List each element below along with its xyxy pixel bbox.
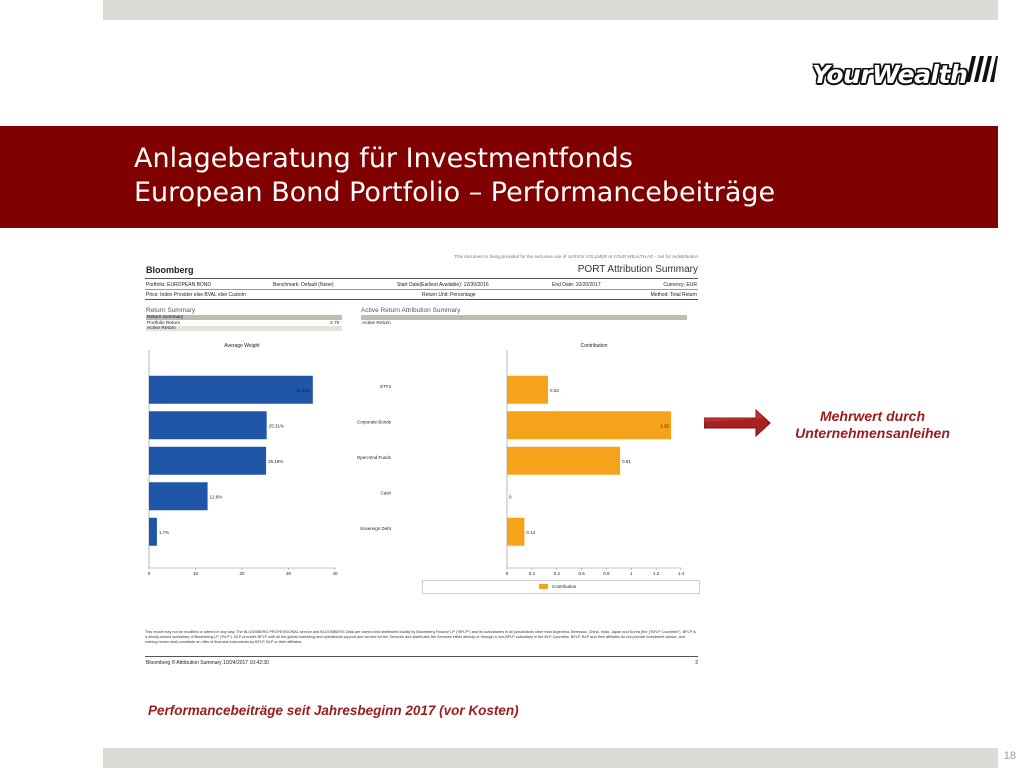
page-title: Anlageberatung für Investmentfonds	[134, 143, 633, 174]
bottom-decor-bar	[103, 748, 998, 768]
portfolio-return-label: Portfolio Return	[147, 321, 181, 326]
data-label: 0.91	[622, 459, 631, 464]
end-date-field: End Date: 10/20/2017	[552, 282, 601, 288]
category-label: Open-End Funds	[357, 455, 392, 460]
chart-caption: Performancebeiträge seit Jahresbeginn 20…	[148, 703, 519, 718]
report-page-number: 2	[695, 660, 698, 666]
bar-contribution	[507, 411, 672, 440]
divider	[145, 656, 698, 657]
active-summary-header-row	[361, 315, 687, 320]
method-field: Method: Total Return	[650, 292, 697, 298]
x-tick-label: 0	[148, 571, 151, 576]
x-tick-label: 30	[286, 571, 292, 576]
bar-contribution	[507, 446, 621, 475]
data-label: 1.7%	[159, 530, 169, 535]
x-tick-label: 0.4	[554, 571, 561, 576]
category-label: ETFs	[380, 384, 391, 389]
top-decor-bar	[103, 0, 998, 20]
x-tick-label: 0.8	[603, 571, 610, 576]
legend-label: Contribution	[552, 584, 577, 589]
x-tick-label: 1	[630, 571, 633, 576]
x-tick-label: 1.4	[678, 571, 685, 576]
active-summary-heading: Active Return Attribution Summary	[361, 307, 461, 314]
x-tick-label: 1.2	[653, 571, 660, 576]
chart-title: Average Weight	[224, 343, 260, 349]
bar-average-weight	[149, 482, 208, 511]
category-label: Sovereign Debt	[360, 526, 392, 531]
report-title: PORT Attribution Summary	[577, 264, 698, 275]
portfolio-field: Portfolio: EUROPEAN BOND	[146, 282, 212, 288]
start-date-field: Start Date(Earliest Available): 12/30/20…	[397, 282, 489, 288]
data-label: 12.6%	[210, 494, 223, 499]
bar-contribution	[507, 517, 525, 546]
data-label: 35.23%	[296, 388, 311, 393]
bar-average-weight	[149, 446, 267, 475]
report-disclaimer: This document is being provided for the …	[454, 254, 698, 259]
data-label: 25.31%	[269, 423, 284, 428]
page-number: 18	[1003, 750, 1016, 762]
divider	[145, 299, 698, 300]
report-brand: Bloomberg	[146, 265, 194, 275]
return-unit-field: Return Unit: Percentage	[422, 292, 476, 298]
return-summary-header-row	[146, 315, 342, 320]
arrow-right-icon	[704, 408, 771, 438]
return-summary-heading: Return Summary	[146, 307, 196, 314]
bar-contribution	[507, 375, 549, 404]
chart-title: Contribution	[581, 343, 608, 349]
bar-average-weight	[149, 375, 313, 404]
currency-field: Currency: EUR	[663, 282, 697, 288]
bloomberg-report: This document is being provided for the …	[145, 250, 700, 670]
page-subtitle: European Bond Portfolio – Performancebei…	[134, 177, 776, 208]
x-tick-label: 0.6	[578, 571, 585, 576]
legend-swatch	[539, 584, 548, 589]
x-tick-label: 10	[193, 571, 199, 576]
title-band: Anlageberatung für Investmentfonds Europ…	[0, 126, 998, 228]
divider	[145, 278, 698, 279]
divider	[145, 289, 698, 290]
logo-text: YourWealth	[812, 60, 968, 89]
return-summary-header-label: Return Summary	[147, 315, 184, 320]
x-tick-label: 0	[506, 571, 509, 576]
active-summary-label: Active Return	[362, 321, 391, 326]
data-label: 0.14	[526, 530, 535, 535]
x-tick-label: 20	[239, 571, 245, 576]
bar-average-weight	[149, 411, 267, 440]
portfolio-return-value: 2.70	[330, 321, 340, 326]
category-label: Cash	[380, 490, 391, 495]
chart-legend: Contribution	[422, 580, 700, 594]
annotation-line1: Mehrwert durch	[819, 408, 925, 424]
report-footer-note: This report may not be modified or alter…	[145, 630, 696, 644]
bar-average-weight	[149, 517, 157, 546]
x-tick-label: 40	[332, 571, 338, 576]
logo-stripes-icon	[966, 56, 998, 82]
annotation-line2: Unternehmensanleihen	[795, 425, 950, 441]
data-label: 25.18%	[268, 459, 283, 464]
x-tick-label: 0.2	[529, 571, 536, 576]
price-field: Price: Index Provider else BVAL else Cus…	[146, 292, 246, 298]
data-label: 1.32	[660, 423, 669, 428]
report-footer-left: Bloomberg ® Attribution Summary 10/24/20…	[146, 660, 269, 666]
data-label: 0	[509, 494, 512, 499]
data-label: 0.33	[550, 388, 559, 393]
yourwealth-logo: YourWealth	[812, 52, 1002, 96]
category-label: Corporate Bonds	[357, 419, 392, 424]
active-return-label: Active Return	[147, 326, 176, 331]
annotation: Mehrwert durch Unternehmensanleihen	[780, 408, 965, 442]
benchmark-field: Benchmark: Default (None)	[273, 282, 334, 288]
active-return-row	[146, 326, 342, 331]
